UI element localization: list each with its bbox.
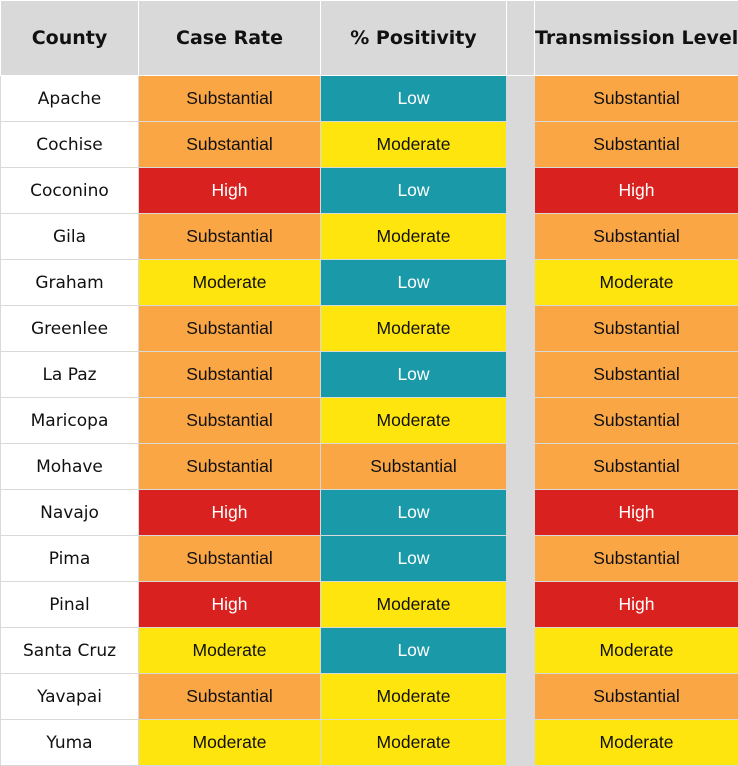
case-rate-cell: Moderate xyxy=(139,720,321,766)
transmission-level-cell: Substantial xyxy=(535,674,738,720)
positivity-cell: Substantial xyxy=(321,444,507,490)
spacer-cell xyxy=(507,398,535,444)
case-rate-cell: High xyxy=(139,582,321,628)
spacer-cell xyxy=(507,122,535,168)
case-rate-cell: High xyxy=(139,490,321,536)
case-rate-cell: Substantial xyxy=(139,122,321,168)
county-cell: Coconino xyxy=(1,168,139,214)
header-positivity: % Positivity xyxy=(321,1,507,76)
transmission-level-cell: Substantial xyxy=(535,122,738,168)
transmission-level-cell: Substantial xyxy=(535,398,738,444)
positivity-cell: Low xyxy=(321,76,507,122)
transmission-level-cell: Substantial xyxy=(535,214,738,260)
spacer-cell xyxy=(507,76,535,122)
transmission-level-cell: Substantial xyxy=(535,352,738,398)
transmission-level-cell: Substantial xyxy=(535,536,738,582)
county-cell: Pinal xyxy=(1,582,139,628)
spacer-cell xyxy=(507,536,535,582)
case-rate-cell: Substantial xyxy=(139,352,321,398)
transmission-level-cell: Moderate xyxy=(535,720,738,766)
positivity-cell: Low xyxy=(321,628,507,674)
case-rate-cell: Moderate xyxy=(139,260,321,306)
positivity-cell: Moderate xyxy=(321,398,507,444)
positivity-cell: Low xyxy=(321,490,507,536)
county-cell: Cochise xyxy=(1,122,139,168)
spacer-cell xyxy=(507,628,535,674)
case-rate-cell: Substantial xyxy=(139,398,321,444)
transmission-level-cell: High xyxy=(535,490,738,536)
transmission-level-cell: Moderate xyxy=(535,260,738,306)
case-rate-cell: Substantial xyxy=(139,306,321,352)
positivity-cell: Low xyxy=(321,260,507,306)
transmission-level-cell: Substantial xyxy=(535,76,738,122)
case-rate-cell: Substantial xyxy=(139,444,321,490)
spacer-cell xyxy=(507,444,535,490)
positivity-cell: Moderate xyxy=(321,582,507,628)
header-spacer xyxy=(507,1,535,76)
county-cell: Graham xyxy=(1,260,139,306)
county-cell: Greenlee xyxy=(1,306,139,352)
spacer-cell xyxy=(507,490,535,536)
transmission-level-cell: Substantial xyxy=(535,306,738,352)
spacer-cell xyxy=(507,260,535,306)
transmission-level-cell: Moderate xyxy=(535,628,738,674)
county-cell: Yuma xyxy=(1,720,139,766)
case-rate-cell: Moderate xyxy=(139,628,321,674)
spacer-cell xyxy=(507,674,535,720)
county-cell: Pima xyxy=(1,536,139,582)
positivity-cell: Moderate xyxy=(321,122,507,168)
case-rate-cell: Substantial xyxy=(139,76,321,122)
county-cell: Mohave xyxy=(1,444,139,490)
positivity-cell: Moderate xyxy=(321,214,507,260)
header-transmission-level: Transmission Level xyxy=(535,1,738,76)
positivity-cell: Low xyxy=(321,536,507,582)
case-rate-cell: High xyxy=(139,168,321,214)
transmission-level-cell: High xyxy=(535,168,738,214)
positivity-cell: Low xyxy=(321,352,507,398)
spacer-cell xyxy=(507,720,535,766)
header-case-rate: Case Rate xyxy=(139,1,321,76)
county-cell: Maricopa xyxy=(1,398,139,444)
county-cell: Navajo xyxy=(1,490,139,536)
case-rate-cell: Substantial xyxy=(139,536,321,582)
positivity-cell: Low xyxy=(321,168,507,214)
positivity-cell: Moderate xyxy=(321,720,507,766)
county-cell: Santa Cruz xyxy=(1,628,139,674)
positivity-cell: Moderate xyxy=(321,674,507,720)
county-cell: La Paz xyxy=(1,352,139,398)
transmission-level-cell: High xyxy=(535,582,738,628)
header-row: County Case Rate % Positivity Transmissi… xyxy=(1,1,738,76)
case-rate-cell: Substantial xyxy=(139,214,321,260)
spacer-cell xyxy=(507,306,535,352)
spacer-cell xyxy=(507,582,535,628)
county-cell: Apache xyxy=(1,76,139,122)
case-rate-cell: Substantial xyxy=(139,674,321,720)
county-cell: Yavapai xyxy=(1,674,139,720)
transmission-level-cell: Substantial xyxy=(535,444,738,490)
header-county: County xyxy=(1,1,139,76)
spacer-cell xyxy=(507,352,535,398)
spacer-cell xyxy=(507,168,535,214)
positivity-cell: Moderate xyxy=(321,306,507,352)
county-cell: Gila xyxy=(1,214,139,260)
spacer-cell xyxy=(507,214,535,260)
